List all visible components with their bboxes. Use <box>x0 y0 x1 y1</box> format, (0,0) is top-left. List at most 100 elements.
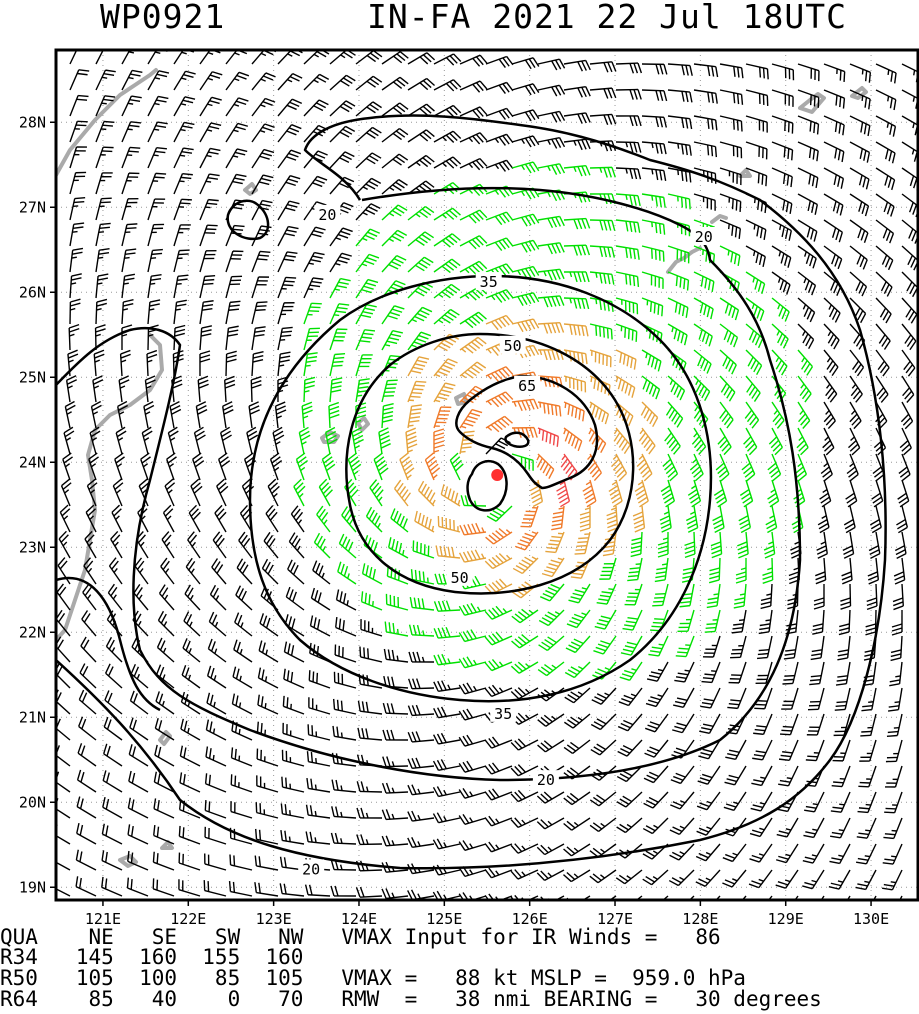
wind-barb <box>178 825 201 845</box>
wind-barb <box>407 784 435 796</box>
wind-barb <box>440 484 461 507</box>
coast-islet-1 <box>320 430 340 444</box>
wind-barb <box>849 245 868 270</box>
wind-barb <box>355 303 377 325</box>
wind-barb <box>860 713 877 737</box>
wind-barb <box>329 303 350 325</box>
wind-barb <box>312 560 331 585</box>
y-tick-label: 22N <box>19 623 46 641</box>
wind-barb <box>228 881 253 897</box>
contour-label-20: 20 <box>695 228 713 246</box>
wind-barb <box>173 147 194 169</box>
wind-barb <box>563 739 591 755</box>
wind-barb <box>230 747 253 767</box>
contour-label-bg <box>490 703 517 722</box>
wind-barb <box>510 687 539 700</box>
wind-barb <box>667 193 691 210</box>
wind-barb <box>745 375 761 402</box>
wind-barb <box>693 115 718 131</box>
wind-barb <box>699 713 721 735</box>
y-tick-label: 20N <box>19 793 46 811</box>
wind-barb <box>83 557 97 585</box>
wind-barb <box>804 791 825 813</box>
wind-barb <box>537 242 565 255</box>
wind-barb <box>69 50 88 65</box>
wind-barb <box>783 635 799 660</box>
wind-barb <box>164 478 176 507</box>
wind-barb <box>668 869 695 887</box>
wind-barb <box>615 297 639 315</box>
wind-barb <box>233 639 253 663</box>
wind-barb <box>101 850 123 871</box>
wind-barb <box>642 869 669 886</box>
wind-barb <box>672 713 695 734</box>
wind-barb <box>695 869 721 887</box>
wind-barb <box>143 400 155 429</box>
wind-barb <box>180 718 201 741</box>
wind-barb <box>823 401 836 430</box>
wind-barb <box>749 817 773 838</box>
wind-barb <box>537 163 566 175</box>
wind-barb <box>95 50 115 65</box>
wind-barb <box>329 352 346 377</box>
wind-barb <box>230 774 253 793</box>
wind-barb <box>745 167 768 187</box>
wind-barb <box>667 63 693 76</box>
wind-barb <box>107 583 123 611</box>
wind-barb <box>381 51 409 65</box>
gridlines <box>56 50 918 900</box>
wind-barb <box>641 141 667 155</box>
wind-barb <box>706 583 721 609</box>
wind-barb <box>823 167 845 189</box>
coast-islet-7 <box>243 182 258 196</box>
wind-barb <box>102 796 123 819</box>
wind-barb <box>251 250 271 273</box>
wind-barb <box>696 791 721 811</box>
wind-barb <box>823 375 838 403</box>
wind-barb <box>303 226 326 247</box>
wind-barb <box>173 96 196 117</box>
wind-barb <box>331 779 357 793</box>
wind-barb <box>849 63 872 83</box>
wind-barb <box>511 57 540 70</box>
wind-barb <box>615 869 643 885</box>
wind-barb <box>485 527 513 545</box>
wind-barb <box>606 505 619 533</box>
wind-barb <box>589 245 616 258</box>
wind-barb <box>484 788 513 801</box>
wind-barb <box>331 752 357 767</box>
plot-area: 20 20 20 20 35 35 50 50 65 <box>54 48 919 902</box>
wind-barb <box>211 558 227 585</box>
wind-barb <box>277 200 300 221</box>
contour-label-bg <box>314 204 341 223</box>
wind-barb <box>641 245 665 262</box>
wind-barb <box>214 504 227 533</box>
wind-barb <box>329 227 353 247</box>
wind-barb <box>459 361 487 379</box>
wind-barb <box>660 479 676 508</box>
wind-barb <box>153 798 175 819</box>
wind-barb <box>892 583 904 611</box>
wind-barb <box>563 271 590 283</box>
wind-barb <box>173 299 187 325</box>
wind-barb <box>719 245 741 266</box>
wind-barb <box>719 89 744 105</box>
wind-barb <box>875 141 896 164</box>
wind-barb <box>687 479 702 508</box>
wind-barb <box>514 531 539 551</box>
wind-barb <box>510 738 539 751</box>
wind-barb <box>823 349 839 377</box>
contour-label-20: 20 <box>302 860 320 878</box>
wind-barb <box>712 505 725 534</box>
wind-barb <box>833 713 851 737</box>
coast-ryukyu-2 <box>710 214 728 224</box>
wind-barb <box>409 597 435 611</box>
wind-barb <box>745 245 766 267</box>
wind-barb <box>646 661 669 682</box>
wind-barb <box>875 375 889 403</box>
wind-barb <box>103 743 123 767</box>
wind-barb <box>745 297 765 322</box>
wind-barb <box>802 869 825 890</box>
wind-barb <box>615 167 642 180</box>
wind-barb <box>875 271 893 297</box>
